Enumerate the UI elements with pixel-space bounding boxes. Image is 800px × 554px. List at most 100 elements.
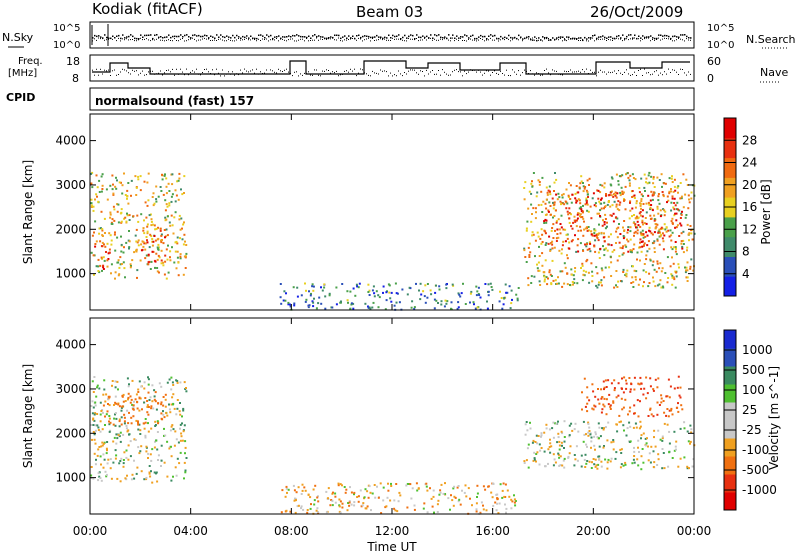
echo-cell xyxy=(583,433,586,436)
echo-cell xyxy=(445,287,448,290)
echo-cell xyxy=(162,193,165,196)
echo-cell xyxy=(667,229,670,232)
search-noise-point xyxy=(440,38,441,40)
noise-point xyxy=(448,34,450,36)
echo-cell xyxy=(171,424,174,427)
echo-cell xyxy=(389,297,392,300)
nave-point xyxy=(308,71,309,73)
echo-cell xyxy=(362,502,365,505)
echo-cell xyxy=(644,217,647,219)
nave-label: Nave xyxy=(760,66,788,79)
echo-cell xyxy=(610,176,613,179)
echo-cell xyxy=(539,237,542,240)
noise-point xyxy=(344,35,346,37)
noise-point xyxy=(162,37,164,39)
search-noise-point xyxy=(148,39,149,41)
echo-cell xyxy=(603,186,606,189)
echo-cell xyxy=(601,269,604,272)
search-noise-point xyxy=(686,38,687,40)
echo-cell xyxy=(127,458,130,461)
nave-point xyxy=(358,72,359,74)
echo-cell xyxy=(683,456,686,459)
search-noise-point xyxy=(656,39,657,40)
noise-point xyxy=(256,37,258,40)
echo-cell xyxy=(166,205,169,208)
echo-cell xyxy=(128,240,131,243)
search-noise-point xyxy=(598,38,599,40)
echo-cell xyxy=(597,388,599,390)
echo-cell xyxy=(155,198,158,201)
echo-cell xyxy=(652,177,655,180)
echo-cell xyxy=(473,303,475,306)
echo-cell xyxy=(586,402,589,405)
search-noise-point xyxy=(588,40,589,42)
echo-cell xyxy=(100,410,103,412)
echo-cell xyxy=(601,184,604,187)
echo-cell xyxy=(541,264,544,267)
echo-cell xyxy=(353,501,356,504)
noise-point xyxy=(124,37,126,39)
echo-cell xyxy=(115,402,118,405)
echo-cell xyxy=(151,481,154,484)
echo-cell xyxy=(304,489,307,492)
search-noise-point xyxy=(418,40,419,42)
echo-cell xyxy=(154,228,157,231)
echo-cell xyxy=(676,186,679,189)
echo-cell xyxy=(571,429,574,432)
echo-cell xyxy=(675,271,678,274)
echo-cell xyxy=(547,242,550,245)
echo-cell xyxy=(174,189,177,192)
echo-cell xyxy=(692,269,695,272)
echo-cell xyxy=(176,399,179,401)
noise-point xyxy=(626,35,628,38)
echo-cell xyxy=(687,440,690,443)
search-noise-point xyxy=(468,38,469,40)
echo-cell xyxy=(302,508,305,511)
nave-point xyxy=(326,69,327,71)
noise-point xyxy=(494,34,496,37)
echo-cell xyxy=(593,435,596,438)
echo-cell xyxy=(652,466,655,468)
echo-cell xyxy=(628,184,631,187)
nave-point xyxy=(146,74,147,76)
echo-cell xyxy=(395,301,398,304)
echo-cell xyxy=(681,408,684,411)
echo-cell xyxy=(541,211,544,213)
echo-cell xyxy=(614,457,617,460)
echo-cell xyxy=(182,429,185,432)
echo-cell xyxy=(123,267,126,270)
echo-cell xyxy=(151,400,154,403)
echo-cell xyxy=(602,446,605,449)
echo-cell xyxy=(635,226,637,229)
echo-cell xyxy=(95,458,97,461)
echo-cell xyxy=(496,502,499,505)
echo-cell xyxy=(527,246,530,249)
echo-cell xyxy=(673,449,676,452)
echo-cell xyxy=(444,482,446,485)
echo-cell xyxy=(614,194,617,197)
echo-cell xyxy=(315,509,318,512)
echo-cell xyxy=(551,240,554,243)
echo-cell xyxy=(534,207,537,210)
echo-cell xyxy=(590,233,593,236)
echo-cell xyxy=(287,301,290,304)
echo-cell xyxy=(418,289,420,292)
echo-cell xyxy=(653,268,656,271)
echo-cell xyxy=(91,380,94,383)
noise-point xyxy=(542,36,544,38)
echo-cell xyxy=(673,214,676,217)
echo-cell xyxy=(685,266,688,269)
echo-cell xyxy=(541,241,544,243)
echo-cell xyxy=(301,483,304,486)
echo-cell xyxy=(583,274,586,277)
search-noise-point xyxy=(592,37,593,39)
echo-cell xyxy=(164,236,166,239)
echo-cell xyxy=(593,444,596,447)
echo-cell xyxy=(630,383,633,386)
echo-cell xyxy=(430,497,433,500)
echo-cell xyxy=(660,173,663,176)
nave-point xyxy=(408,70,409,72)
nave-point xyxy=(222,69,223,71)
echo-cell xyxy=(184,469,187,472)
